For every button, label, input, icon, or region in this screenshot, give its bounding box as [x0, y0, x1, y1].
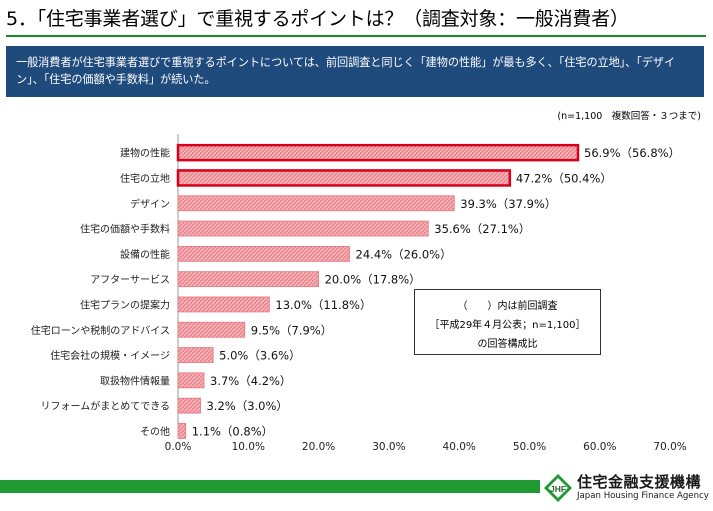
data-label: 39.3%（37.9%） [460, 197, 556, 211]
logo-name: 住宅金融支援機構 [577, 473, 702, 491]
x-tick-label: 20.0% [302, 441, 335, 453]
page-title: 5．「住宅事業者選び」で重視するポイントは？（調査対象：一般消費者） [6, 8, 629, 30]
bar [177, 220, 429, 237]
data-label: 9.5%（7.9%） [251, 323, 332, 337]
x-tick-label: 70.0% [653, 441, 686, 453]
legend-line-2: ［平成29年４月公表；n=1,100］ [429, 320, 586, 331]
category-label: 取扱物件情報量 [100, 374, 170, 387]
x-tick-label: 60.0% [583, 441, 616, 453]
data-label: 35.6%（27.1%） [434, 222, 530, 236]
bar [177, 372, 205, 389]
x-tick-label: 0.0% [165, 441, 192, 453]
bar [177, 271, 320, 288]
bar [177, 321, 246, 338]
bar [177, 195, 455, 212]
x-tick-label: 10.0% [232, 441, 265, 453]
bar [177, 347, 214, 363]
category-label: 住宅の価額や手数料 [80, 223, 170, 236]
bar [177, 423, 187, 439]
summary-box: 一般消費者が住宅事業者選びで重視するポイントについては、前回調査と同じく「建物の… [6, 46, 704, 97]
data-label: 3.2%（3.0%） [206, 399, 287, 413]
bar [176, 143, 580, 162]
title-underline [6, 35, 706, 37]
category-label: 住宅ローンや税制のアドバイス [31, 324, 170, 337]
category-label: 住宅プランの提案力 [80, 298, 170, 311]
category-label: その他 [140, 425, 170, 438]
category-label: リフォームがまとめてできる [41, 400, 171, 413]
data-label: 47.2%（50.4%） [516, 171, 612, 185]
data-label: 5.0%（3.6%） [219, 349, 300, 363]
x-tick-label: 50.0% [513, 441, 546, 453]
category-label: 設備の性能 [120, 248, 170, 261]
bar-chart: 建物の性能 56.9%（56.8%） 住宅の立地 47.2%（50.4%） デザイン 39… [31, 134, 687, 453]
bar [177, 245, 350, 262]
data-label: 1.1%（0.8%） [192, 424, 273, 438]
logo-mark-text: JHF [550, 484, 566, 494]
category-label: デザイン [130, 197, 170, 210]
previous-survey-legend: （ ）内は前回調査 ［平成29年４月公表；n=1,100］ の回答構成比 [414, 289, 601, 355]
sample-note: (n=1,100 複数回答・３つまで) [557, 111, 701, 122]
x-tick-label: 40.0% [443, 441, 476, 453]
jhf-logo: JHF 住宅金融支援機構 Japan Housing Finance Agenc… [543, 471, 713, 509]
category-label: 住宅の立地 [120, 172, 170, 185]
category-label: 建物の性能 [120, 147, 170, 160]
logo-english: Japan Housing Finance Agency [577, 491, 709, 501]
data-label: 20.0%（17.8%） [325, 273, 421, 287]
bar [177, 397, 201, 414]
legend-line-3: の回答構成比 [477, 339, 538, 350]
data-label: 13.0%（11.8%） [275, 298, 371, 312]
legend-line-1: （ ）内は前回調査 [457, 301, 558, 312]
data-label: 3.7%（4.2%） [210, 374, 291, 388]
bar [177, 296, 270, 313]
data-label: 56.9%（56.8%） [584, 146, 680, 160]
x-tick-label: 30.0% [372, 441, 405, 453]
jhf-logo-icon: JHF [544, 474, 572, 502]
category-label: アフターサービス [90, 274, 170, 286]
data-label: 24.4%（26.0%） [356, 247, 452, 261]
footer-bar [0, 480, 540, 493]
category-label: 住宅会社の規模・イメージ [50, 349, 170, 362]
bar [176, 169, 512, 187]
